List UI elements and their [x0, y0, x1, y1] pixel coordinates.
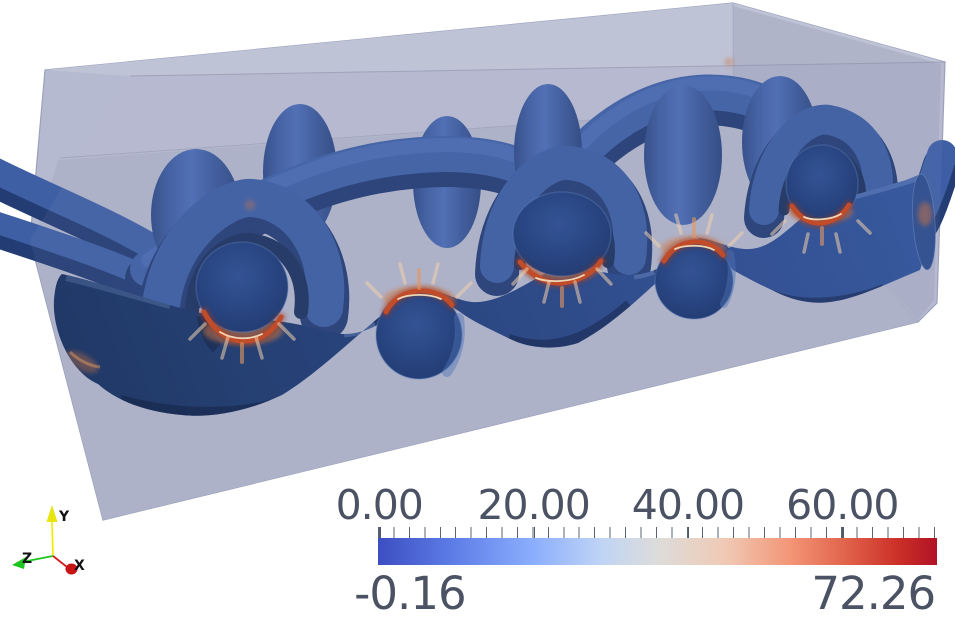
- box-top-face: [45, 3, 945, 76]
- edge-hotspot: [918, 202, 932, 226]
- colorbar-max-label: 72.26: [811, 567, 936, 620]
- y-axis-label: Y: [58, 509, 70, 525]
- x-axis-label: X: [74, 558, 85, 574]
- stress-hotspot: [511, 256, 613, 308]
- warp-cross-sections: [195, 144, 859, 380]
- stress-hotspots: [188, 200, 872, 364]
- box-front-face: [30, 62, 945, 520]
- y-axis-line: [51, 521, 54, 557]
- warp-yarn-cross-section: [512, 191, 612, 277]
- colorbar-min-label: -0.16: [354, 567, 466, 620]
- z-axis-label: Z: [22, 551, 32, 567]
- y-axis-arrow-icon: [46, 505, 58, 522]
- stress-hotspot: [644, 213, 744, 266]
- faint-hotspot: [724, 57, 734, 67]
- back-weft-cut-face: [929, 142, 947, 194]
- colorbar-tick-label: 60.00: [786, 481, 899, 529]
- stress-hotspot: [188, 307, 296, 364]
- colorbar-tick-label: 40.00: [631, 481, 745, 529]
- z-axis-arrow-icon: [12, 557, 26, 569]
- stress-hotspot: [770, 200, 872, 254]
- orientation-axes-widget: Y Z X: [12, 505, 85, 575]
- warp-knuckle: [644, 85, 722, 225]
- color-scale-bar[interactable]: 0.00 20.00 40.00 60.00 -0.16 72.26: [336, 481, 937, 616]
- box-top-front-edge: [129, 61, 946, 77]
- back-weave-yarns: [0, 57, 955, 352]
- colorbar-minor-ticks: [378, 527, 937, 538]
- colorbar-tick-label: 0.00: [335, 481, 424, 529]
- colorbar-tick-label: 20.00: [477, 481, 590, 529]
- x-axis-arrow-icon: [65, 563, 78, 575]
- colorbar-gradient: [378, 538, 937, 565]
- z-axis-line: [21, 555, 54, 563]
- warp-yarn-cross-section: [195, 241, 289, 333]
- x-axis-line: [52, 555, 68, 568]
- faint-hotspot: [245, 200, 255, 210]
- stress-hotspot: [365, 262, 473, 317]
